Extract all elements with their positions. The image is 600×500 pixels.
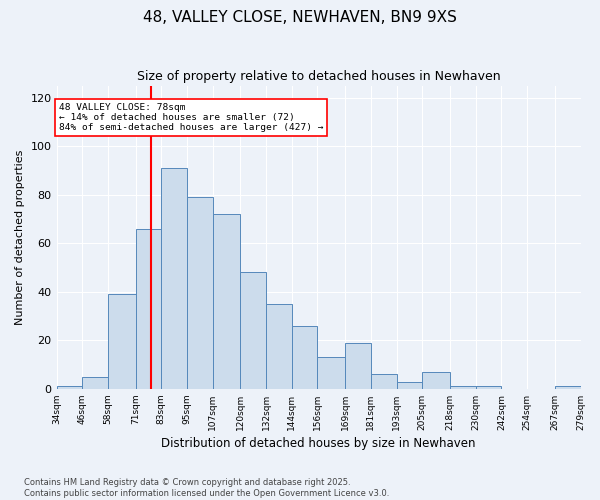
Bar [108, 294, 136, 389]
Text: Contains HM Land Registry data © Crown copyright and database right 2025.
Contai: Contains HM Land Registry data © Crown c… [24, 478, 389, 498]
X-axis label: Distribution of detached houses by size in Newhaven: Distribution of detached houses by size … [161, 437, 476, 450]
Bar [345, 342, 371, 389]
Bar [317, 358, 345, 389]
Bar [161, 168, 187, 389]
Bar [82, 376, 108, 389]
Bar [241, 272, 266, 389]
Bar [266, 304, 292, 389]
Bar [422, 372, 450, 389]
Text: 48, VALLEY CLOSE, NEWHAVEN, BN9 9XS: 48, VALLEY CLOSE, NEWHAVEN, BN9 9XS [143, 10, 457, 25]
Bar [187, 197, 212, 389]
Bar [292, 326, 317, 389]
Y-axis label: Number of detached properties: Number of detached properties [15, 150, 25, 325]
Bar [212, 214, 241, 389]
Bar [476, 386, 502, 389]
Text: 48 VALLEY CLOSE: 78sqm
← 14% of detached houses are smaller (72)
84% of semi-det: 48 VALLEY CLOSE: 78sqm ← 14% of detached… [59, 102, 323, 132]
Bar [136, 228, 161, 389]
Bar [397, 382, 422, 389]
Bar [555, 386, 581, 389]
Title: Size of property relative to detached houses in Newhaven: Size of property relative to detached ho… [137, 70, 500, 83]
Bar [371, 374, 397, 389]
Bar [450, 386, 476, 389]
Bar [56, 386, 82, 389]
